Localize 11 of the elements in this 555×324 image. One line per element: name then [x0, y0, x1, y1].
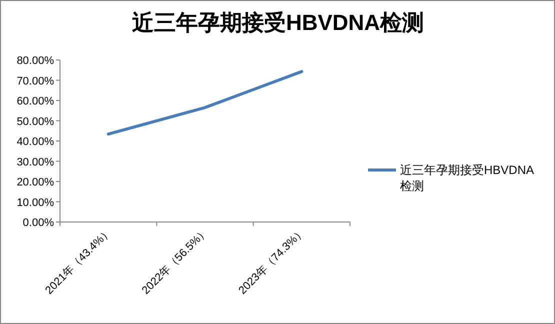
y-tick-label: 70.00%: [16, 75, 54, 88]
legend-label: 近三年孕期接受HBVDNA检测: [400, 162, 536, 194]
y-tick-label: 60.00%: [16, 96, 54, 108]
y-tick-label: 10.00%: [16, 196, 54, 209]
y-tick-label: 40.00%: [16, 136, 54, 148]
y-tick-label: 0.00%: [22, 217, 54, 229]
y-tick-label: 30.00%: [16, 156, 54, 168]
y-tick-label: 50.00%: [16, 116, 54, 128]
chart-title: 近三年孕期接受HBVDNA检测: [130, 10, 424, 35]
y-tick-label: 20.00%: [16, 176, 54, 188]
y-tick-label: 80.00%: [16, 55, 54, 67]
